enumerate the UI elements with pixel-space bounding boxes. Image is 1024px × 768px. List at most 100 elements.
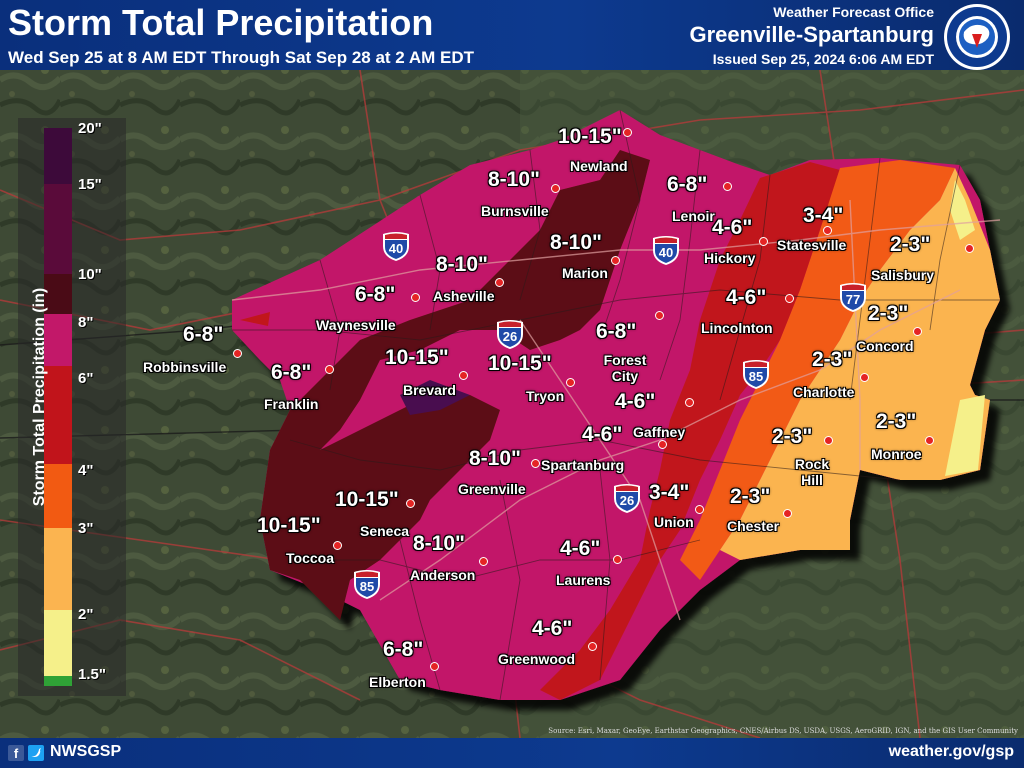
city-marker-dot [759,237,768,246]
interstate-shield: 40 [381,230,411,262]
interstate-number: 85 [748,369,764,384]
city-marker-dot [925,436,934,445]
city-marker-dot [406,499,415,508]
rainfall-range-label: 6-8" [383,638,424,661]
city-label: Rock Hill [794,456,830,488]
rainfall-range-label: 2-3" [772,425,813,448]
rainfall-range-label: 10-15" [385,346,449,369]
city-label: Forest City [603,352,647,384]
header-bar: Storm Total Precipitation Wed Sep 25 at … [0,0,1024,70]
interstate-number: 26 [502,329,518,344]
zone-yellow-northeast [950,180,975,240]
interstate-shield: 77 [838,281,868,313]
interstate-shield: 85 [352,568,382,600]
valid-period: Wed Sep 25 at 8 AM EDT Through Sat Sep 2… [8,48,475,67]
rainfall-range-label: 8-10" [550,231,602,254]
city-label: Spartanburg [541,457,625,473]
zone-red-band [540,162,840,700]
legend-tick-label: 8" [78,314,94,331]
city-label: Robbinsville [143,359,227,375]
rainfall-range-label: 10-15" [335,488,399,511]
rainfall-range-label: 8-10" [469,447,521,470]
city-marker-dot [824,436,833,445]
city-marker-dot [588,642,597,651]
city-label: Lincolnton [701,320,773,336]
city-label: Charlotte [793,384,855,400]
city-marker-dot [785,294,794,303]
legend-tick-label: 15" [78,176,102,193]
zone-maroon-central [290,150,650,450]
legend-tick-label: 1.5" [78,666,106,683]
city-marker-dot [459,371,468,380]
city-marker-dot [723,182,732,191]
legend-tick-label: 10" [78,266,102,283]
city-marker-dot [695,505,704,514]
rainfall-range-label: 2-3" [868,302,909,325]
interstate-shield: 40 [651,234,681,266]
rainfall-range-label: 10-15" [257,514,321,537]
rainfall-range-label: 6-8" [667,173,708,196]
legend-tick-label: 3" [78,520,94,537]
interstate-number: 40 [388,241,404,256]
interstate-number: 85 [359,579,375,594]
precipitation-map [0,70,1024,738]
interstate-shield: 85 [741,358,771,390]
city-label: Lenoir [672,208,715,224]
city-label: Burnsville [481,203,549,219]
website-link[interactable]: weather.gov/gsp [888,743,1014,760]
city-marker-dot [551,184,560,193]
rainfall-range-label: 6-8" [355,283,396,306]
zone-orange-band [680,160,955,580]
city-marker-dot [913,327,922,336]
rainfall-range-label: 2-3" [812,348,853,371]
city-label: Asheville [433,288,495,304]
city-label: Monroe [871,446,922,462]
city-marker-dot [860,373,869,382]
interstate-number: 77 [845,292,861,307]
office-label: Weather Forecast Office [773,4,934,20]
rainfall-range-label: 2-3" [876,410,917,433]
legend-tick-label: 20" [78,120,102,137]
rainfall-range-label: 6-8" [271,361,312,384]
page-title: Storm Total Precipitation [8,2,434,43]
zone-maroon-southwest [260,395,500,620]
city-label: Hickory [704,250,756,266]
city-label: Union [654,514,694,530]
city-label: Marion [562,265,608,281]
rainfall-range-label: 2-3" [890,233,931,256]
city-label: Anderson [410,567,476,583]
social-handle[interactable]: NWSGSP [50,743,122,760]
zone-light-orange-band [720,168,1000,560]
city-label: Salisbury [871,267,935,283]
city-marker-dot [479,557,488,566]
zone-red-robbinsville [240,312,270,326]
rainfall-range-label: 4-6" [726,286,767,309]
twitter-icon[interactable] [28,745,44,761]
rainfall-range-label: 8-10" [413,532,465,555]
interstate-shield: 26 [612,482,642,514]
legend-title: Storm Total Precipitation (in) [31,287,48,507]
rainfall-range-label: 10-15" [558,125,622,148]
city-marker-dot [613,555,622,564]
city-marker-dot [430,662,439,671]
facebook-icon[interactable]: f [8,745,24,761]
legend: Storm Total Precipitation (in) 20" 15" 10"… [18,118,126,696]
legend-panel [18,118,126,696]
rainfall-range-label: 4-6" [615,390,656,413]
rainfall-range-label: 2-3" [730,485,771,508]
footer-bar: f NWSGSP weather.gov/gsp [0,738,1024,768]
legend-tick-label: 4" [78,462,94,479]
interstate-number: 40 [658,245,674,260]
forecast-area [232,110,1000,700]
map-credit: Source: Esri, Maxar, GeoEye, Earthstar G… [548,727,1018,735]
rainfall-range-label: 4-6" [532,617,573,640]
city-marker-dot [655,311,664,320]
city-marker-dot [325,365,334,374]
interstate-shield: 26 [495,318,525,350]
city-label: Franklin [264,396,319,412]
city-marker-dot [965,244,974,253]
city-label: Elberton [369,674,426,690]
city-marker-dot [495,278,504,287]
city-marker-dot [411,293,420,302]
